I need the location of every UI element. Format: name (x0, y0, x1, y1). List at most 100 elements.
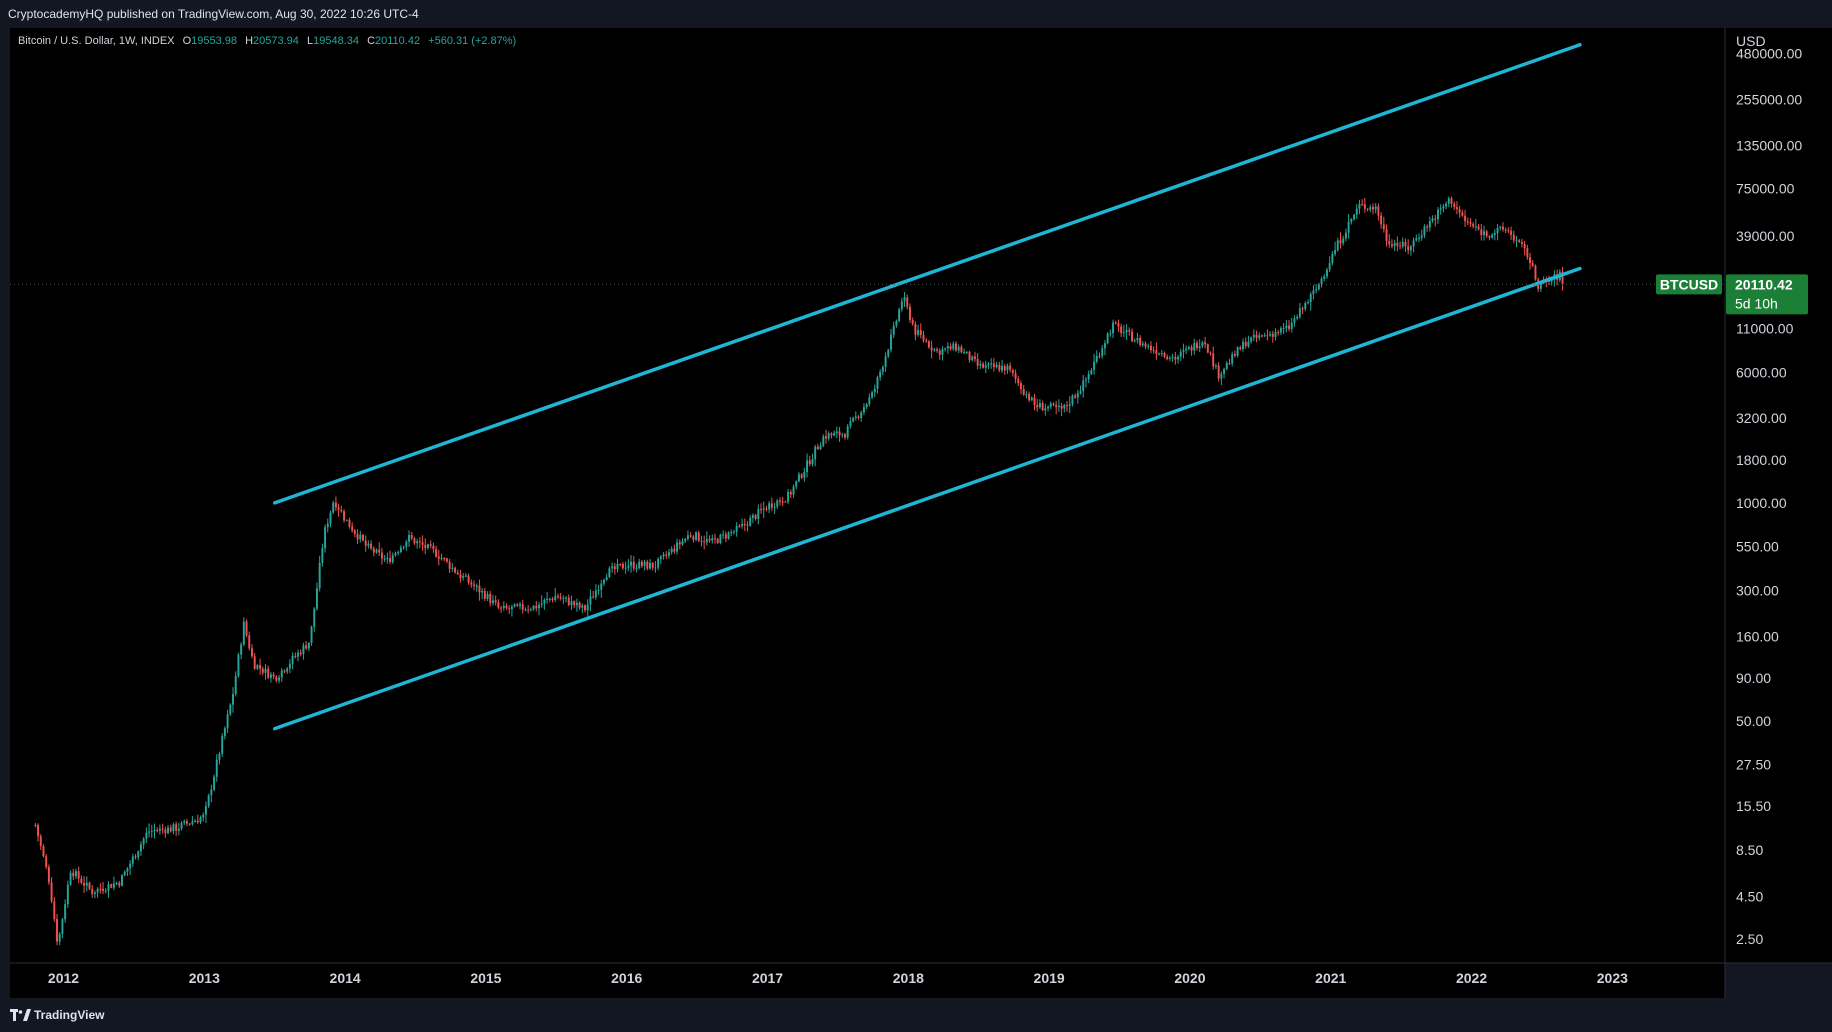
candle-body (1426, 226, 1429, 228)
candle-body (380, 552, 383, 559)
candle-body (521, 604, 524, 610)
candle-body (535, 605, 538, 609)
candle-body (500, 607, 503, 609)
candle-body (88, 882, 91, 889)
candle-body (1288, 325, 1291, 329)
price-chart[interactable]: USD 480000.00 255000.00 135000.00 75000.00 3… (0, 28, 1832, 998)
candle-body (1523, 243, 1526, 249)
candle-body (1117, 323, 1120, 327)
candle-body (1225, 363, 1228, 369)
candle-body (1434, 218, 1437, 220)
candle-body (1307, 302, 1309, 304)
candle-body (288, 663, 291, 669)
candle-body (1282, 328, 1285, 330)
candle-body (1442, 206, 1445, 209)
candle-body (383, 558, 386, 560)
candle-body (903, 297, 906, 302)
candle-body (659, 556, 662, 560)
channel-layer[interactable] (272, 43, 1582, 731)
chart-area[interactable]: USD 480000.00 255000.00 135000.00 75000.00 3… (0, 28, 1832, 998)
candle-body (218, 753, 221, 760)
candle-body (581, 605, 584, 608)
candle-body (326, 523, 329, 528)
candle-body (1412, 240, 1415, 247)
candle-body (237, 654, 240, 676)
candle-body (186, 821, 188, 824)
candle-body (819, 445, 822, 450)
candle-body (792, 486, 795, 495)
candle-body (927, 341, 930, 348)
candle-body (510, 606, 513, 610)
candle-body (724, 534, 727, 539)
candle-body (743, 523, 746, 525)
candle-body (367, 543, 370, 546)
candle-body (199, 817, 202, 823)
candle-body (613, 566, 616, 570)
candle-body (987, 363, 990, 366)
legend-high-label: H (245, 35, 253, 47)
candle-body (1290, 322, 1293, 329)
candle-body (684, 538, 687, 542)
channel-line-upper[interactable] (272, 43, 1582, 505)
channel-line-lower[interactable] (272, 266, 1582, 731)
candle-body (1309, 294, 1312, 303)
candle-body (275, 676, 278, 681)
candle-body (50, 882, 53, 902)
candle-body (440, 558, 443, 560)
candle-body (180, 822, 183, 829)
candle-body (1353, 214, 1356, 220)
candle-body (1141, 343, 1144, 345)
candle-body (838, 431, 841, 436)
legend-close-value: 20110.42 (375, 35, 420, 47)
candle-body (551, 598, 554, 600)
candle-body (1071, 395, 1074, 405)
candle-body (1420, 235, 1423, 238)
candle-body (619, 563, 622, 565)
candle-body (900, 301, 903, 310)
candle-body (131, 856, 134, 864)
candle-body (1060, 405, 1063, 409)
price-tick-label: 135000.00 (1736, 138, 1802, 154)
candle-body (1133, 340, 1136, 342)
candle-body (751, 515, 754, 518)
candle-body (353, 530, 356, 534)
candle-body (464, 575, 467, 577)
candle-body (391, 555, 394, 562)
candle-body (865, 404, 868, 408)
candle-body (242, 621, 245, 645)
candle-body (1206, 344, 1209, 353)
candle-body (1344, 232, 1347, 239)
candle-body (727, 532, 730, 539)
candle-body (443, 558, 446, 560)
candle-body (1304, 302, 1307, 309)
candle-body (892, 325, 895, 335)
candle-body (529, 609, 532, 611)
candle-body (1106, 333, 1109, 344)
candle-body (343, 511, 346, 521)
candle-body (971, 356, 974, 361)
candle-body (1512, 234, 1515, 241)
time-scale[interactable]: 2012 2013 2014 2015 2016 2017 2018 2019 2020 2021… (48, 970, 1628, 986)
candle-body (1020, 383, 1022, 390)
candle-body (589, 596, 592, 605)
candle-body (789, 491, 792, 495)
candle-body (982, 363, 985, 368)
candle-body (562, 597, 565, 599)
candle-body (378, 549, 381, 553)
candle-body (890, 334, 892, 350)
candle-body (1428, 221, 1431, 228)
candle-body (955, 343, 957, 351)
price-tick-label: 4.50 (1736, 888, 1763, 904)
candle-body (188, 823, 191, 825)
candle-body (302, 645, 305, 655)
candle-body (524, 609, 527, 611)
candle-body (229, 704, 232, 715)
candle-body (413, 538, 416, 544)
price-scale[interactable]: USD 480000.00 255000.00 135000.00 75000.00 3… (1736, 33, 1802, 947)
candle-body (1534, 265, 1537, 280)
svg-text:Bitcoin / U.S. Dollar, 1W, IND: Bitcoin / U.S. Dollar, 1W, INDEX O19553.… (18, 35, 516, 47)
candle-body (960, 346, 963, 353)
candle-body (803, 471, 806, 478)
candle-body (240, 644, 243, 655)
candle-body (908, 306, 911, 321)
